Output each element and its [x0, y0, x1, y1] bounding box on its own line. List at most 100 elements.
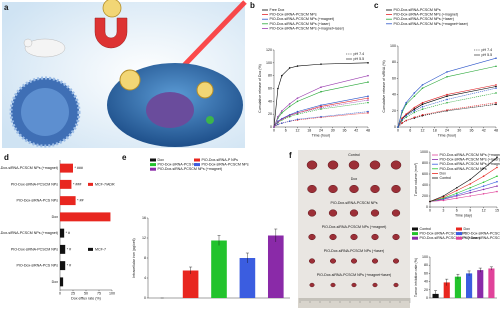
point — [405, 113, 407, 115]
point — [367, 74, 369, 77]
category-label: PIO-Dox-siRNA-PCS NPs — [16, 264, 58, 268]
error-bar — [445, 278, 449, 286]
series-line — [429, 191, 498, 202]
y-tick-label: 120 — [266, 48, 272, 52]
tumor-photo — [307, 184, 317, 194]
point — [413, 111, 416, 114]
y-tick-label: 40 — [424, 280, 428, 284]
tumor-photo — [349, 209, 359, 217]
bar — [60, 228, 65, 238]
legend-label: PIO-Dox-siRNA-PCSCM NPs (+magnet+laser) — [464, 236, 500, 240]
nanoparticle — [102, 0, 122, 18]
point — [496, 156, 498, 159]
point — [421, 101, 424, 104]
point — [273, 126, 275, 128]
legend-label: PIO-Dox-siRNA-PCSCM NPs (+magnet) — [440, 162, 500, 166]
point — [405, 116, 407, 119]
x-tick-label: 48 — [366, 128, 370, 132]
point — [288, 120, 291, 123]
point — [288, 67, 291, 69]
point — [482, 185, 485, 187]
error-bar — [478, 267, 482, 273]
tumor-photo — [327, 160, 339, 170]
y-axis-label: Tumor inhibition rate (%) — [414, 258, 418, 297]
legend-label: MCF-7 — [95, 247, 106, 251]
legend-label: Dox — [158, 158, 165, 162]
point — [442, 199, 445, 202]
bar — [466, 273, 473, 298]
point — [367, 95, 369, 97]
series-line — [273, 99, 369, 128]
y-tick-label: 1000 — [420, 150, 428, 154]
x-tick-label: 0 — [397, 128, 399, 132]
point — [482, 188, 485, 191]
series-line — [273, 97, 369, 128]
point — [496, 180, 498, 183]
point — [456, 192, 458, 195]
point — [446, 75, 448, 78]
point — [405, 114, 407, 117]
point — [469, 189, 472, 192]
x-tick-label: 3 — [442, 208, 444, 212]
point — [405, 101, 407, 104]
tumor-photo — [393, 282, 399, 288]
bar — [443, 282, 450, 298]
tumor-photo — [369, 160, 381, 170]
bar — [454, 276, 461, 298]
legend-swatch — [88, 182, 93, 186]
point — [277, 121, 279, 123]
x-tick-label: 24 — [445, 128, 449, 132]
x-tick-label: 30 — [457, 128, 461, 132]
photo-row-label: PIO-Dox-siRNA-PCSCM NPs — [330, 201, 377, 205]
tumor-photo — [391, 184, 401, 194]
x-tick-label: 100 — [109, 291, 115, 295]
legend-swatch — [412, 232, 418, 236]
legend-swatch — [412, 236, 418, 240]
y-tick-label: 16 — [142, 216, 146, 220]
annotation: * # — [67, 247, 71, 251]
tumor-photo — [371, 233, 379, 241]
photo-row-label: Control — [348, 153, 360, 157]
tumor-photo — [329, 233, 337, 241]
point — [482, 193, 485, 195]
point — [367, 62, 369, 64]
x-tick-label: 6 — [409, 128, 411, 132]
series-line — [429, 181, 498, 202]
y-tick-label: 80 — [268, 74, 272, 78]
point — [320, 105, 322, 108]
point — [401, 118, 403, 121]
y-tick-label: 40 — [392, 93, 396, 97]
photo-bg — [298, 150, 410, 308]
point — [482, 167, 485, 170]
point — [482, 175, 485, 177]
legend-label: Dox — [440, 171, 447, 175]
x-tick-label: 18 — [307, 128, 311, 132]
photo-row-label: PIO-Dox-siRNA-PCSCM NPs (+magnet) — [322, 225, 387, 229]
tumor-photo — [351, 282, 357, 288]
legend-label: PIO-Dox-siRNA-PCSCM NPs (+magnet+laser) — [270, 26, 345, 30]
point — [495, 103, 497, 106]
series-line — [397, 57, 497, 128]
category-label: PIO-Dox-siRNA-PCSCM NPs — [11, 182, 58, 186]
point — [456, 195, 458, 197]
tumor-photo — [372, 282, 378, 288]
point — [495, 84, 497, 86]
bar — [60, 163, 73, 173]
error-bar — [434, 290, 438, 298]
point — [281, 74, 283, 77]
bar — [477, 270, 484, 298]
error-bar — [217, 235, 221, 246]
error-bar — [489, 266, 493, 271]
annotation: * ## — [77, 199, 83, 203]
point — [429, 200, 431, 203]
category-label: Dox — [52, 215, 59, 219]
x-tick-label: 0 — [273, 128, 275, 132]
legend-label: PIO-Dox-siRNA-PCSCM NPs (+laser) — [440, 158, 500, 162]
ruler — [298, 298, 410, 308]
y-tick-label: 0 — [394, 125, 396, 129]
y-tick-label: 60 — [424, 271, 428, 275]
legend-swatch — [88, 247, 93, 251]
annotation: * ### — [75, 166, 83, 170]
y-tick-label: 8 — [144, 256, 146, 260]
x-tick-label: 6 — [285, 128, 287, 132]
